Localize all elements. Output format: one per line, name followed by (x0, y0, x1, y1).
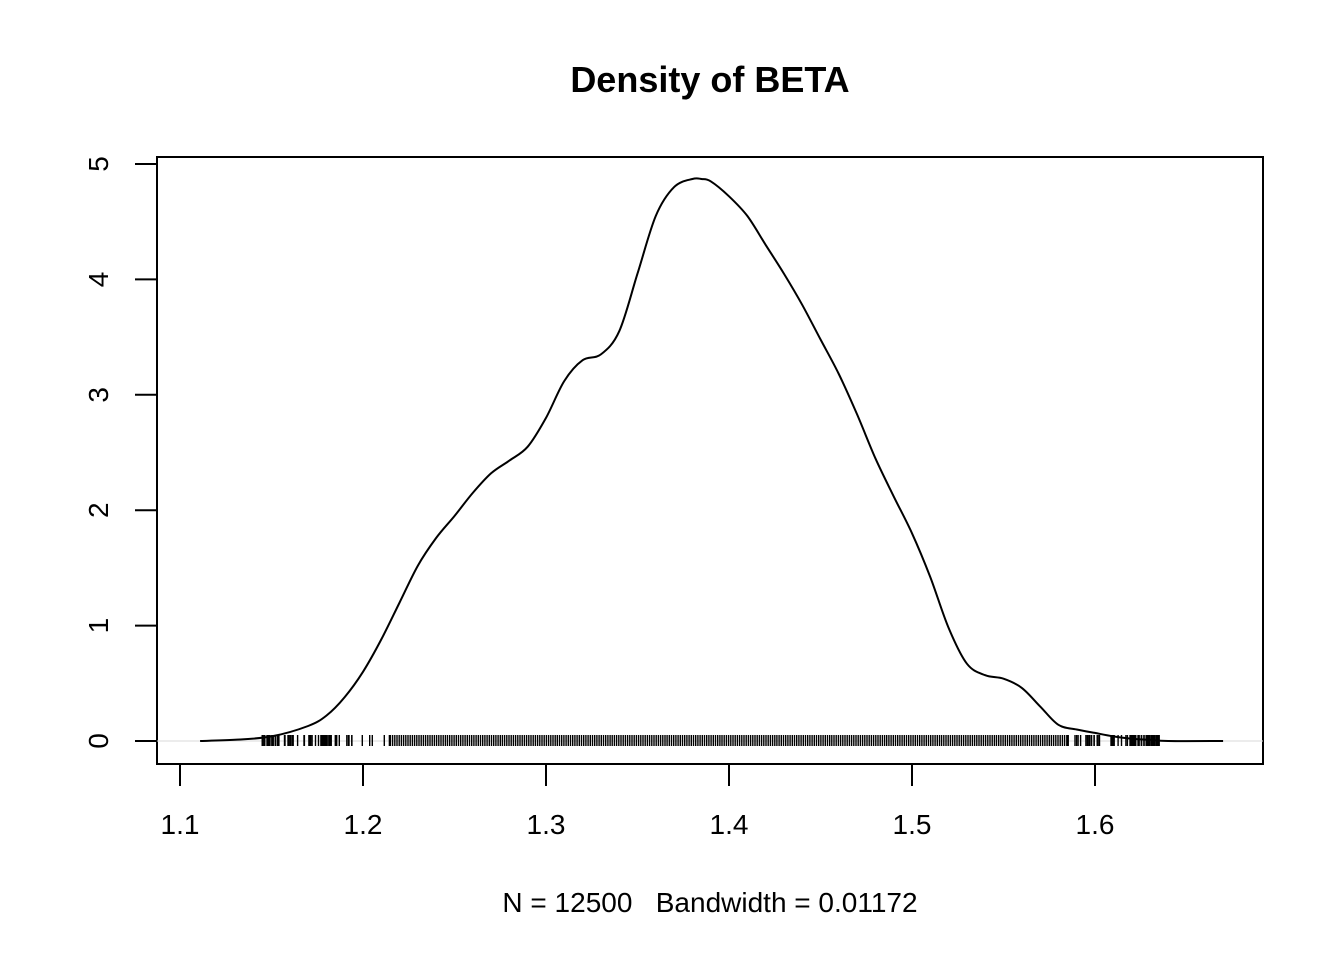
x-tick-label: 1.6 (1076, 809, 1115, 840)
y-tick-label: 1 (83, 618, 114, 634)
y-axis: 0 1 2 3 4 5 (83, 156, 158, 749)
plot-frame (156, 156, 1264, 765)
x-tick-label: 1.1 (161, 809, 200, 840)
y-tick-label: 4 (83, 272, 114, 288)
y-tick-label: 3 (83, 387, 114, 403)
rug-marks (261, 735, 1160, 746)
x-tick-label: 1.5 (893, 809, 932, 840)
y-tick-label: 0 (83, 733, 114, 749)
x-tick-label: 1.3 (527, 809, 566, 840)
y-tick-label: 2 (83, 502, 114, 518)
x-tick-label: 1.4 (710, 809, 749, 840)
x-axis: 1.1 1.2 1.3 1.4 1.5 1.6 (161, 763, 1115, 840)
chart-title: Density of BETA (570, 59, 849, 100)
x-tick-label: 1.2 (344, 809, 383, 840)
y-tick-label: 5 (83, 156, 114, 172)
density-line (200, 177, 1224, 743)
x-axis-label: N = 12500 Bandwidth = 0.01172 (502, 887, 917, 918)
